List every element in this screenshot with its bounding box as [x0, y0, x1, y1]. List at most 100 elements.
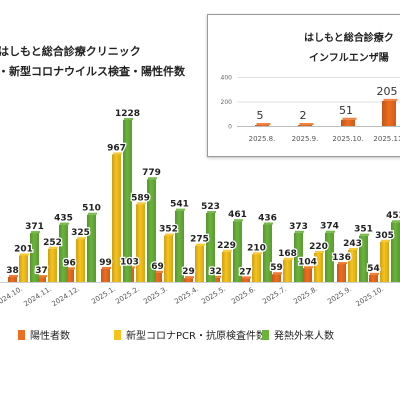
value-label: 374: [320, 222, 339, 232]
inset-bar: [255, 125, 269, 126]
value-label: 1228: [115, 109, 140, 119]
inset-bar-top: [342, 117, 357, 120]
bar-tests: [222, 251, 231, 282]
bar-top: [242, 276, 251, 279]
bar-top: [31, 231, 40, 234]
bar-tests: [380, 241, 389, 282]
legend-swatch: [18, 329, 25, 340]
bar-positive: [272, 274, 281, 282]
bar-top: [315, 250, 324, 253]
bar-top: [304, 266, 313, 269]
bar-fever: [147, 179, 156, 282]
inset-x-tick: 2025.9.: [292, 135, 319, 143]
inset-y-tick: 0: [228, 124, 232, 131]
bar-positive: [211, 277, 220, 282]
inset-subtitle: インフルエンザ陽: [309, 53, 389, 64]
legend-item: 新型コロナPCR・抗原検査件数: [114, 327, 266, 342]
inset-y-tick: 200: [221, 99, 233, 106]
bar-top: [370, 272, 379, 275]
bar-fever: [30, 233, 39, 282]
x-tick-label: 2025.6.: [230, 285, 257, 306]
value-label: 589: [131, 193, 150, 203]
bar-top: [60, 222, 69, 225]
bar-tests: [195, 245, 204, 282]
bar-tests: [348, 249, 357, 282]
value-label: 541: [170, 200, 189, 210]
value-label: 373: [289, 222, 308, 232]
inset-value-label: 51: [339, 104, 353, 117]
bar-top: [113, 152, 122, 155]
value-label: 38: [6, 266, 19, 276]
bar-tests: [112, 154, 121, 282]
bar-fever: [175, 210, 184, 282]
bar-tests: [19, 255, 28, 282]
x-tick-label: 2025.7.: [261, 285, 288, 306]
value-label: 27: [239, 267, 252, 277]
value-label: 275: [190, 235, 209, 245]
bar-top: [392, 220, 400, 223]
bar-top: [212, 275, 221, 278]
inset-bar: [298, 125, 312, 126]
bar-top: [176, 208, 185, 211]
x-tick-label: 2024.12.: [50, 285, 81, 308]
bar-fever: [233, 221, 242, 282]
legend-swatch: [262, 329, 269, 340]
value-label: 371: [25, 222, 44, 232]
bar-top: [88, 212, 97, 215]
value-label: 436: [258, 213, 277, 223]
chart-title: はしもと総合診療クリニック: [0, 45, 141, 58]
value-label: 103: [120, 257, 139, 267]
bar-fever: [294, 232, 303, 282]
value-label: 229: [217, 241, 236, 251]
bar-top: [295, 230, 304, 233]
x-tick-label: 2025.8.: [292, 285, 319, 306]
bar-top: [148, 177, 157, 180]
bar-top: [273, 272, 282, 275]
bar-top: [381, 239, 390, 242]
bar-fever: [391, 222, 400, 282]
bar-positive: [153, 272, 162, 282]
bar-positive: [37, 277, 46, 282]
chart-subtitle: ・新型コロナウイルス検査・陽性件数: [0, 65, 185, 78]
chart-legend: 陽性者数 新型コロナPCR・抗原検査件数 発熱外来人数: [0, 327, 400, 347]
x-tick-label: 2025.10.: [354, 285, 385, 308]
bar-top: [9, 274, 18, 277]
bar-top: [185, 276, 194, 279]
bar-top: [360, 233, 369, 236]
bar-top: [234, 219, 243, 222]
inset-value-label: 5: [257, 109, 264, 122]
bar-fever: [206, 213, 215, 282]
bar-top: [49, 246, 58, 249]
value-label: 136: [332, 253, 351, 263]
value-label: 779: [142, 168, 161, 178]
inset-value-label: 205: [377, 85, 398, 98]
value-label: 461: [228, 210, 247, 220]
bar-top: [223, 249, 232, 252]
bar-top: [326, 230, 335, 233]
x-tick-label: 2024.10.: [0, 285, 24, 308]
bar-fever: [59, 224, 68, 282]
value-label: 201: [14, 244, 33, 254]
x-tick-label: 2025.4.: [173, 285, 200, 306]
value-label: 29: [182, 267, 195, 277]
x-tick-label: 2025.3.: [142, 285, 169, 306]
value-label: 305: [375, 231, 394, 241]
bar-top: [207, 211, 216, 214]
value-label: 99: [99, 258, 112, 268]
inset-y-tick: 400: [221, 75, 233, 82]
value-label: 352: [159, 225, 178, 235]
bar-fever: [325, 232, 334, 282]
bar-tests: [252, 254, 261, 282]
value-label: 96: [63, 258, 76, 268]
value-label: 220: [309, 242, 328, 252]
bar-top: [264, 222, 273, 225]
bar-top: [102, 266, 111, 269]
inset-bar-top: [299, 123, 314, 125]
value-label: 168: [278, 249, 297, 259]
legend-label: 新型コロナPCR・抗原検査件数: [126, 331, 266, 342]
value-label: 243: [343, 239, 362, 249]
bar-top: [124, 118, 133, 120]
bar-top: [349, 247, 358, 250]
inset-x-tick: 2025.10.: [332, 135, 363, 143]
bar-top: [338, 262, 347, 265]
